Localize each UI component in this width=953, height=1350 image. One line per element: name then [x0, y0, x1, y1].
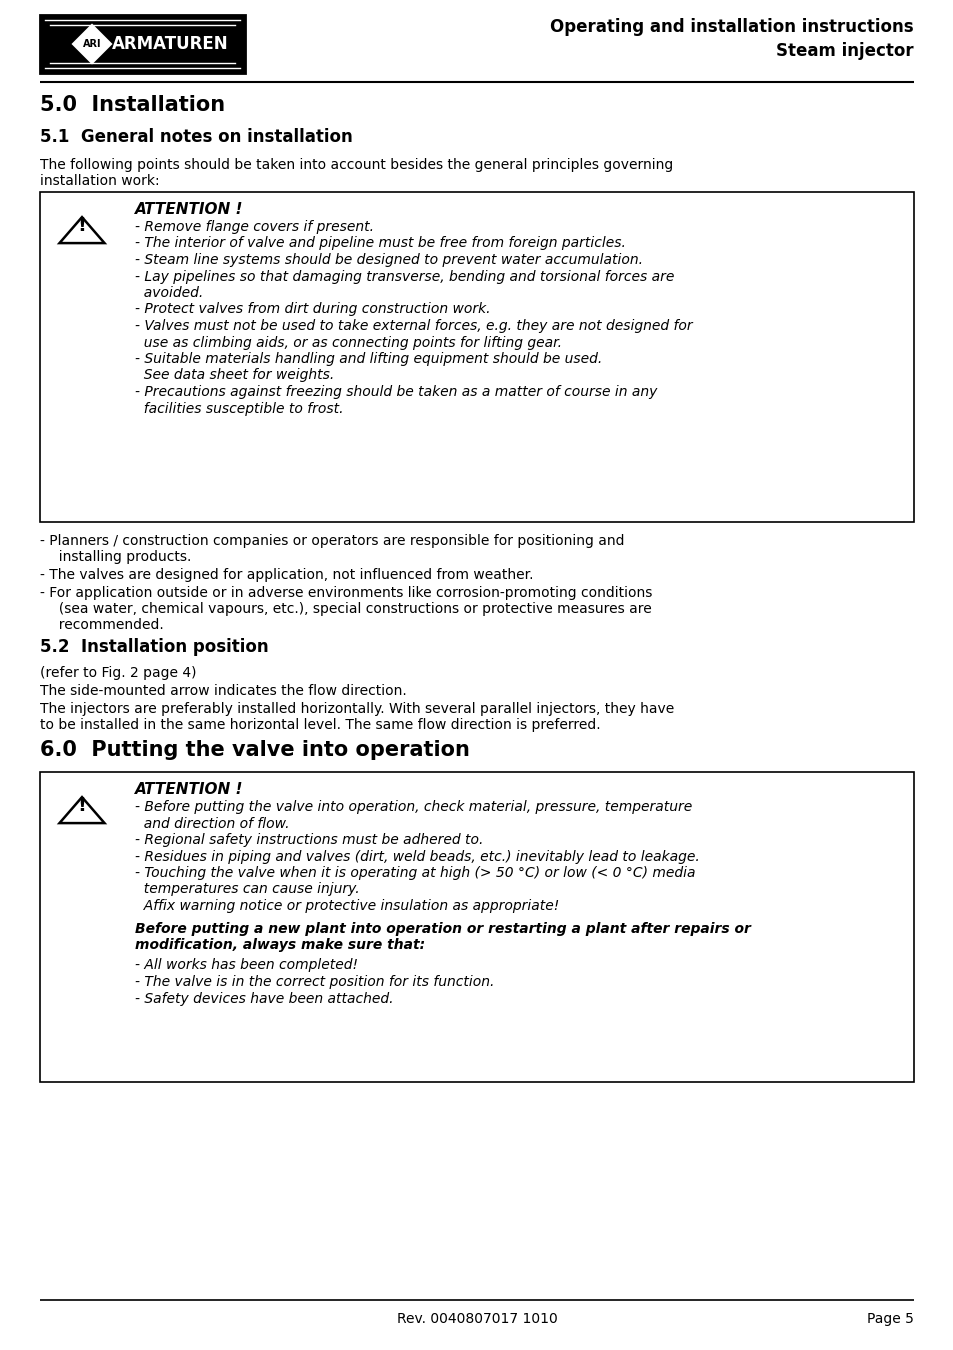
Text: - The valves are designed for application, not influenced from weather.: - The valves are designed for applicatio… — [40, 568, 533, 582]
Polygon shape — [59, 217, 105, 243]
Polygon shape — [70, 22, 113, 66]
Text: temperatures can cause injury.: temperatures can cause injury. — [135, 883, 359, 896]
Text: avoided.: avoided. — [135, 286, 203, 300]
Text: - For application outside or in adverse environments like corrosion-promoting co: - For application outside or in adverse … — [40, 586, 652, 599]
Text: and direction of flow.: and direction of flow. — [135, 817, 289, 830]
Text: ATTENTION !: ATTENTION ! — [135, 202, 243, 217]
Text: facilities susceptible to frost.: facilities susceptible to frost. — [135, 401, 343, 416]
Text: - Planners / construction companies or operators are responsible for positioning: - Planners / construction companies or o… — [40, 535, 624, 548]
Text: (refer to Fig. 2 page 4): (refer to Fig. 2 page 4) — [40, 666, 196, 680]
FancyBboxPatch shape — [40, 15, 245, 73]
Polygon shape — [59, 796, 105, 824]
FancyBboxPatch shape — [40, 192, 913, 522]
Text: ATTENTION !: ATTENTION ! — [135, 782, 243, 796]
Text: - Touching the valve when it is operating at high (> 50 °C) or low (< 0 °C) medi: - Touching the valve when it is operatin… — [135, 865, 695, 880]
Text: - Suitable materials handling and lifting equipment should be used.: - Suitable materials handling and liftin… — [135, 352, 601, 366]
Text: - The valve is in the correct position for its function.: - The valve is in the correct position f… — [135, 975, 494, 990]
Text: - Lay pipelines so that damaging transverse, bending and torsional forces are: - Lay pipelines so that damaging transve… — [135, 270, 674, 284]
Text: 5.2  Installation position: 5.2 Installation position — [40, 639, 269, 656]
Text: 5.0  Installation: 5.0 Installation — [40, 95, 225, 115]
Text: Page 5: Page 5 — [866, 1312, 913, 1326]
Text: - All works has been completed!: - All works has been completed! — [135, 958, 357, 972]
Text: - Steam line systems should be designed to prevent water accumulation.: - Steam line systems should be designed … — [135, 252, 642, 267]
Text: The side-mounted arrow indicates the flow direction.: The side-mounted arrow indicates the flo… — [40, 684, 406, 698]
Text: installing products.: installing products. — [50, 549, 192, 564]
FancyBboxPatch shape — [40, 772, 913, 1081]
Text: - Safety devices have been attached.: - Safety devices have been attached. — [135, 991, 393, 1006]
Text: Operating and installation instructions: Operating and installation instructions — [550, 18, 913, 36]
Text: - Regional safety instructions must be adhered to.: - Regional safety instructions must be a… — [135, 833, 483, 846]
Text: - Precautions against freezing should be taken as a matter of course in any: - Precautions against freezing should be… — [135, 385, 657, 400]
Text: - Remove flange covers if present.: - Remove flange covers if present. — [135, 220, 374, 234]
Text: ARMATUREN: ARMATUREN — [112, 35, 228, 53]
Text: Rev. 0040807017 1010: Rev. 0040807017 1010 — [396, 1312, 557, 1326]
Text: installation work:: installation work: — [40, 174, 159, 188]
Text: modification, always make sure that:: modification, always make sure that: — [135, 938, 425, 952]
Text: - Before putting the valve into operation, check material, pressure, temperature: - Before putting the valve into operatio… — [135, 801, 692, 814]
Text: - Valves must not be used to take external forces, e.g. they are not designed fo: - Valves must not be used to take extern… — [135, 319, 692, 333]
Text: - Protect valves from dirt during construction work.: - Protect valves from dirt during constr… — [135, 302, 490, 316]
Text: recommended.: recommended. — [50, 618, 164, 632]
Text: !: ! — [77, 796, 87, 815]
Text: Steam injector: Steam injector — [776, 42, 913, 59]
Text: 5.1  General notes on installation: 5.1 General notes on installation — [40, 128, 353, 146]
Text: to be installed in the same horizontal level. The same flow direction is preferr: to be installed in the same horizontal l… — [40, 718, 600, 732]
Text: Before putting a new plant into operation or restarting a plant after repairs or: Before putting a new plant into operatio… — [135, 922, 750, 936]
Text: use as climbing aids, or as connecting points for lifting gear.: use as climbing aids, or as connecting p… — [135, 336, 561, 350]
Text: !: ! — [77, 216, 87, 235]
Text: ARI: ARI — [83, 39, 101, 49]
Text: The following points should be taken into account besides the general principles: The following points should be taken int… — [40, 158, 673, 171]
Text: The injectors are preferably installed horizontally. With several parallel injec: The injectors are preferably installed h… — [40, 702, 674, 716]
Text: - The interior of valve and pipeline must be free from foreign particles.: - The interior of valve and pipeline mus… — [135, 236, 625, 251]
Text: (sea water, chemical vapours, etc.), special constructions or protective measure: (sea water, chemical vapours, etc.), spe… — [50, 602, 651, 616]
Text: Affix warning notice or protective insulation as appropriate!: Affix warning notice or protective insul… — [135, 899, 558, 913]
Text: - Residues in piping and valves (dirt, weld beads, etc.) inevitably lead to leak: - Residues in piping and valves (dirt, w… — [135, 849, 699, 864]
Text: See data sheet for weights.: See data sheet for weights. — [135, 369, 334, 382]
Text: 6.0  Putting the valve into operation: 6.0 Putting the valve into operation — [40, 740, 470, 760]
